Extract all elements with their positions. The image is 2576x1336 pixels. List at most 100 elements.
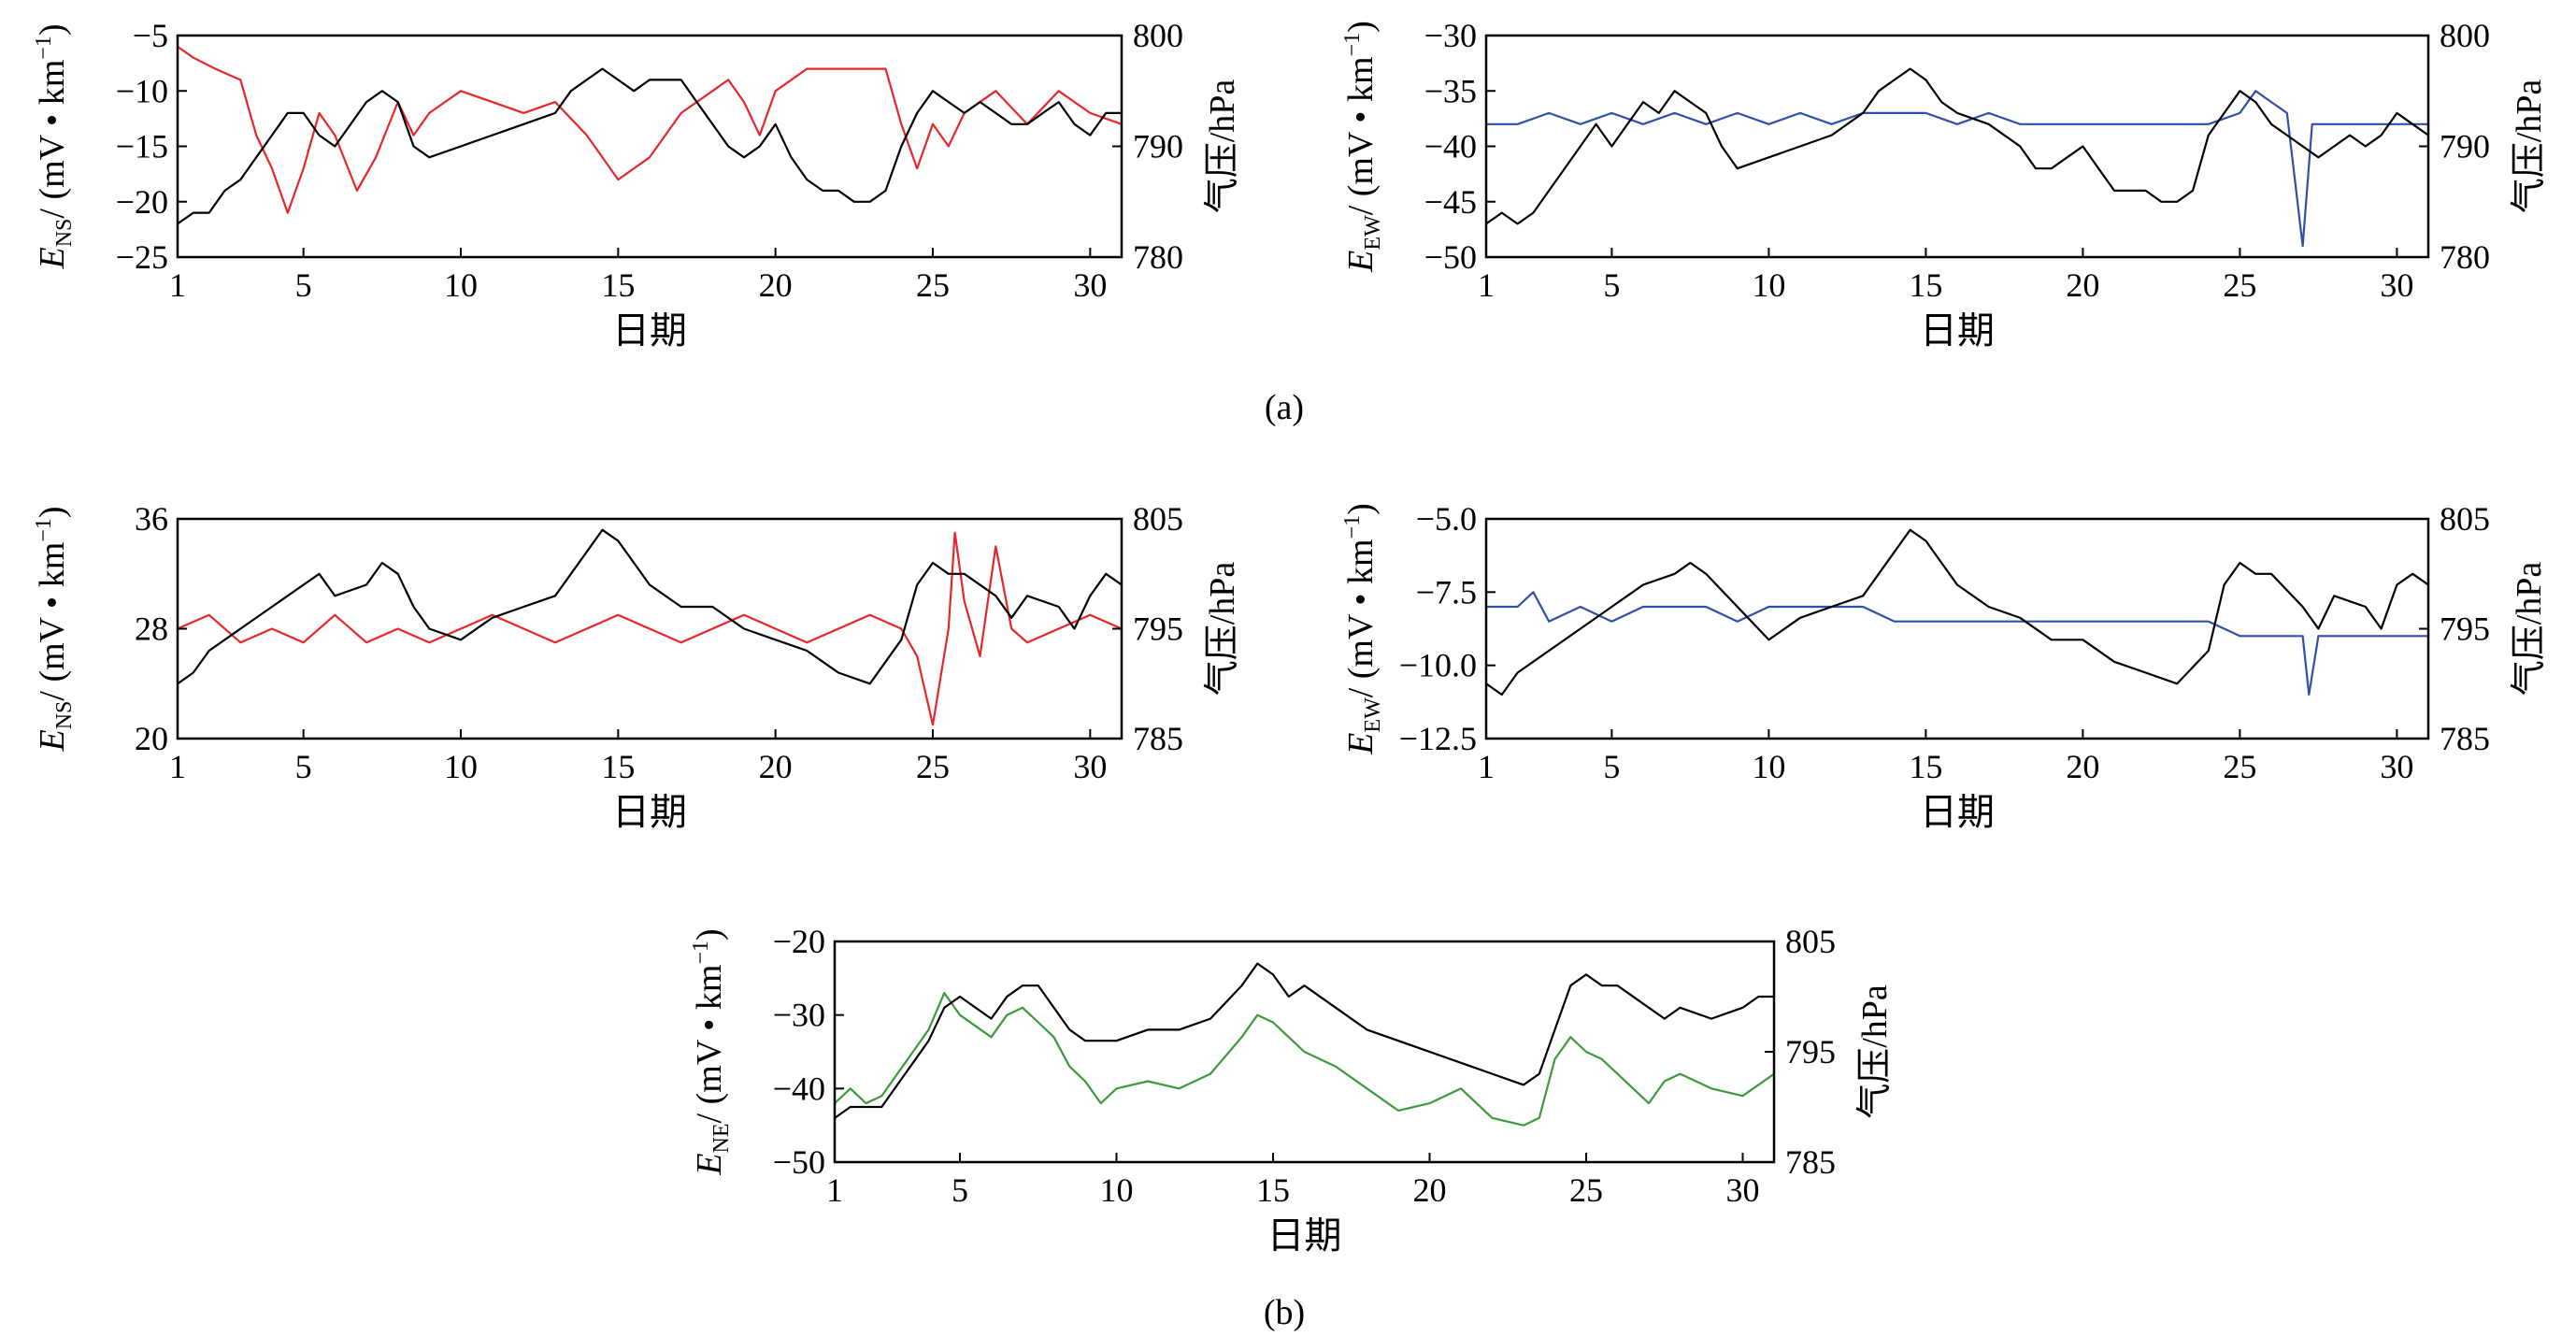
x-tick-label: 5 — [1603, 748, 1620, 785]
y-axis-label: ENS/ (mV • km−1) — [32, 507, 77, 753]
x-tick-label: 30 — [2380, 266, 2413, 304]
series-line-field — [178, 531, 1122, 726]
series-line-pressure — [1486, 67, 2428, 225]
x-tick-label: 1 — [169, 748, 186, 785]
y-axis-label: ENS/ (mV • km−1) — [32, 24, 77, 270]
y2-tick-label: 795 — [2440, 611, 2490, 648]
x-tick-label: 1 — [1478, 748, 1495, 785]
x-tick-label: 10 — [444, 266, 478, 304]
x-axis-label: 日期 — [612, 309, 687, 352]
y2-axis-label: 气压/hPa — [2510, 562, 2549, 697]
y-tick-label: −50 — [773, 1143, 825, 1181]
y-tick-label: −20 — [773, 923, 825, 960]
x-tick-label: 1 — [169, 266, 186, 304]
x-tick-label: 15 — [1256, 1171, 1290, 1209]
chart-a_ns: 1 5 10 15 20 25 30−25−20−15−10−5780790800日期ENS… — [32, 17, 1242, 352]
x-tick-label: 20 — [2066, 266, 2099, 304]
x-tick-label: 15 — [601, 748, 635, 785]
x-tick-label: 5 — [1603, 266, 1620, 304]
x-tick-label: 25 — [916, 748, 950, 785]
plot-frame — [176, 34, 1123, 259]
y2-tick-label: 805 — [1133, 500, 1183, 538]
y-tick-label: −10 — [116, 72, 168, 109]
series-line-pressure — [178, 67, 1122, 225]
caption-a: (a) — [1265, 388, 1304, 427]
y-tick-label: 36 — [135, 500, 168, 538]
x-tick-label: 15 — [1909, 266, 1942, 304]
x-tick-label: 5 — [295, 266, 312, 304]
y2-axis-label: 气压/hPa — [1855, 984, 1895, 1119]
y-tick-label: −20 — [116, 183, 168, 221]
series-line-field — [178, 45, 1122, 214]
y2-tick-label: 805 — [1785, 923, 1836, 960]
x-tick-label: 25 — [2223, 748, 2256, 785]
x-tick-label: 10 — [1100, 1171, 1134, 1209]
x-tick-label: 30 — [1073, 748, 1107, 785]
x-tick-label: 5 — [952, 1171, 968, 1209]
y2-tick-label: 780 — [2440, 238, 2490, 276]
y2-axis-label: 气压/hPa — [1203, 79, 1242, 214]
charts-layer: 1 5 10 15 20 25 30−25−20−15−10−5780790800日期ENS… — [32, 17, 2549, 1257]
x-tick-label: 10 — [444, 748, 478, 785]
series-line-pressure — [178, 528, 1122, 685]
x-axis-label: 日期 — [1267, 1214, 1342, 1257]
series-line-pressure — [1486, 528, 2428, 697]
y-tick-label: −5 — [133, 17, 168, 54]
y-axis-label: EEW/ (mV • km−1) — [1340, 503, 1385, 755]
x-axis-label: 日期 — [1920, 309, 1995, 352]
x-tick-label: 10 — [1752, 748, 1785, 785]
x-tick-label: 25 — [2223, 266, 2256, 304]
y2-tick-label: 785 — [1785, 1143, 1836, 1181]
x-axis-label: 日期 — [612, 791, 687, 833]
y2-tick-label: 785 — [2440, 720, 2490, 757]
y-tick-label: −25 — [116, 238, 168, 276]
x-tick-label: 20 — [2066, 748, 2099, 785]
x-axis-label: 日期 — [1920, 791, 1995, 833]
x-tick-label: 15 — [601, 266, 635, 304]
y2-tick-label: 795 — [1133, 611, 1183, 648]
y-tick-label: −50 — [1424, 238, 1477, 276]
x-tick-label: 30 — [2380, 748, 2413, 785]
x-tick-label: 20 — [1413, 1171, 1447, 1209]
chart-a_ew: 1 5 10 15 20 25 30−50−45−40−35−30780790800日期EE… — [1340, 17, 2549, 352]
series-line-field — [835, 992, 1774, 1127]
x-tick-label: 1 — [826, 1171, 843, 1209]
caption-b: (b) — [1264, 1293, 1305, 1332]
x-tick-label: 20 — [759, 266, 793, 304]
plot-frame — [1484, 34, 2430, 259]
y-tick-label: −30 — [1424, 17, 1477, 54]
y2-axis-label: 气压/hPa — [1203, 562, 1242, 697]
y2-tick-label: 795 — [1785, 1033, 1836, 1070]
x-tick-label: 10 — [1752, 266, 1785, 304]
y-tick-label: −5.0 — [1416, 500, 1477, 538]
y2-tick-label: 785 — [1133, 720, 1183, 757]
y2-tick-label: 780 — [1133, 238, 1183, 276]
y2-tick-label: 790 — [2440, 128, 2490, 165]
y-tick-label: −12.5 — [1399, 720, 1477, 757]
y-tick-label: 20 — [135, 720, 168, 757]
y-tick-label: 28 — [135, 611, 168, 648]
y2-axis-label: 气压/hPa — [2510, 79, 2549, 214]
y-tick-label: −40 — [1424, 128, 1477, 165]
chart-b_ew: 1 5 10 15 20 25 30−12.5−10.0−7.5−5.0785795805日… — [1340, 500, 2549, 833]
x-tick-label: 1 — [1478, 266, 1495, 304]
y-tick-label: −40 — [773, 1070, 825, 1107]
y2-tick-label: 805 — [2440, 500, 2490, 538]
chart-b_ne: 1 5 10 15 20 25 30−50−40−30−20785795805日期ENE/ … — [689, 923, 1895, 1257]
y2-tick-label: 800 — [2440, 17, 2490, 54]
x-tick-label: 25 — [916, 266, 950, 304]
y-tick-label: −45 — [1424, 183, 1477, 221]
x-tick-label: 5 — [295, 748, 312, 785]
series-line-pressure — [835, 962, 1774, 1119]
y-axis-label: EEW/ (mV • km−1) — [1340, 21, 1385, 273]
series-line-field — [1486, 591, 2428, 697]
x-tick-label: 25 — [1569, 1171, 1603, 1209]
x-tick-label: 30 — [1726, 1171, 1760, 1209]
series-line-field — [1486, 90, 2428, 248]
y2-tick-label: 790 — [1133, 128, 1183, 165]
y2-tick-label: 800 — [1133, 17, 1183, 54]
y-axis-label: ENE/ (mV • km−1) — [689, 928, 734, 1175]
x-tick-label: 15 — [1909, 748, 1942, 785]
